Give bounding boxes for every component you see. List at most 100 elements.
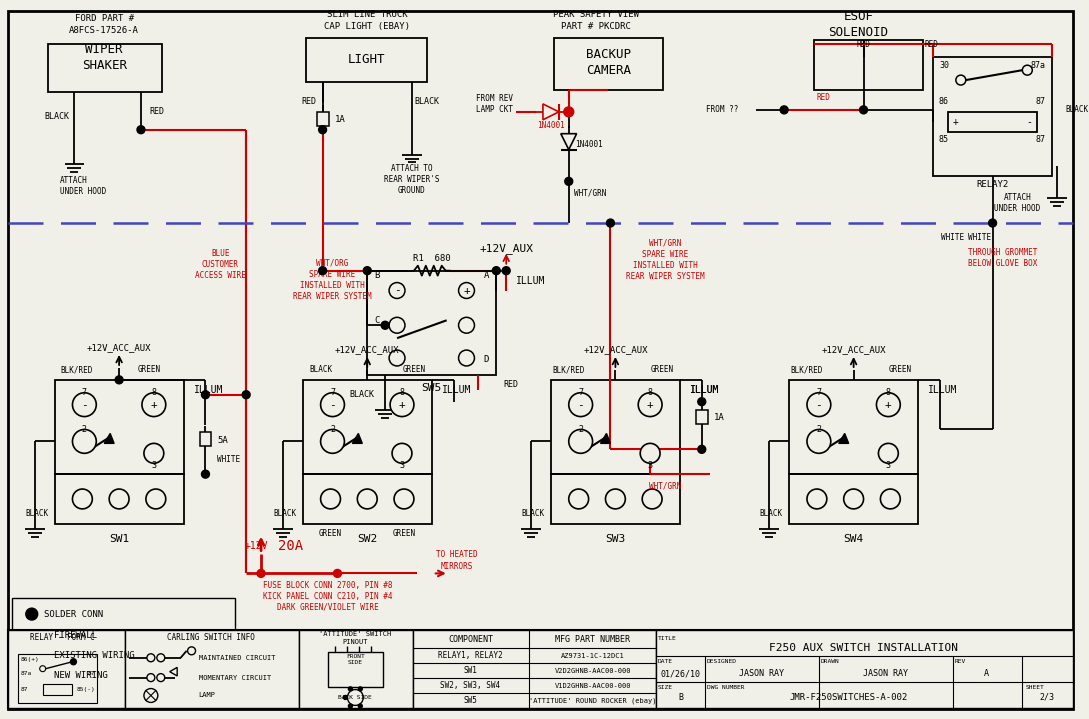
Text: -: -	[393, 285, 401, 296]
Text: ILLUM: ILLUM	[690, 385, 720, 395]
Text: SOLDER CONN: SOLDER CONN	[44, 610, 102, 618]
Circle shape	[564, 107, 574, 116]
Text: DWG NUMBER: DWG NUMBER	[707, 684, 744, 690]
Circle shape	[607, 219, 614, 227]
Text: 87: 87	[1036, 98, 1045, 106]
Bar	[303, 474, 431, 523]
Text: 2: 2	[82, 425, 87, 434]
Text: V1D2GHNB-AAC00-000: V1D2GHNB-AAC00-000	[554, 682, 631, 689]
Circle shape	[643, 489, 662, 509]
Text: WHT/ORG
SPARE WIRE
INSTALLED WITH
REAR WIPER SYSTEM: WHT/ORG SPARE WIRE INSTALLED WITH REAR W…	[293, 259, 371, 301]
Text: FROM REV
LAMP CKT: FROM REV LAMP CKT	[476, 94, 513, 114]
Text: +: +	[399, 400, 405, 410]
Text: 86(+): 86(+)	[21, 657, 39, 662]
Circle shape	[357, 489, 377, 509]
Circle shape	[568, 429, 592, 453]
Polygon shape	[105, 434, 114, 444]
Text: SW1: SW1	[464, 667, 477, 675]
Text: -: -	[1027, 116, 1032, 127]
Text: ATTACH TO
REAR WIPER'S
GROUND: ATTACH TO REAR WIPER'S GROUND	[384, 164, 440, 195]
Text: TO HEATED
MIRRORS: TO HEATED MIRRORS	[436, 551, 477, 571]
Text: FUSE BLOCK CONN 2700, PIN #8
KICK PANEL CONN C210, PIN #4
DARK GREEN/VIOLET WIRE: FUSE BLOCK CONN 2700, PIN #8 KICK PANEL …	[262, 581, 392, 612]
Circle shape	[640, 444, 660, 463]
Circle shape	[390, 393, 414, 416]
Text: 2: 2	[330, 425, 335, 434]
Text: D: D	[484, 355, 489, 365]
Text: 'ATTITUDE' SWITCH
PINOUT: 'ATTITUDE' SWITCH PINOUT	[319, 631, 391, 645]
Circle shape	[859, 106, 868, 114]
Circle shape	[257, 569, 265, 577]
Text: BLACK: BLACK	[25, 509, 48, 518]
Bar	[367, 270, 497, 375]
Circle shape	[877, 393, 901, 416]
Circle shape	[73, 393, 96, 416]
Text: ILLUM: ILLUM	[690, 385, 720, 395]
Text: EXISTING WIRING: EXISTING WIRING	[53, 651, 134, 660]
Text: BLACK: BLACK	[522, 509, 544, 518]
Text: +12V_ACC_AUX: +12V_ACC_AUX	[821, 346, 885, 354]
Text: F250 AUX SWITCH INSTALLATION: F250 AUX SWITCH INSTALLATION	[769, 643, 958, 653]
Text: JASON RAY: JASON RAY	[862, 669, 908, 678]
Circle shape	[844, 489, 864, 509]
Text: AZ9731-1C-12DC1: AZ9731-1C-12DC1	[561, 653, 624, 659]
Text: DRAWN: DRAWN	[821, 659, 840, 664]
Text: 87a: 87a	[21, 671, 32, 676]
Circle shape	[605, 489, 625, 509]
Text: GREEN: GREEN	[402, 365, 426, 375]
Text: 3: 3	[885, 461, 891, 470]
Circle shape	[348, 687, 353, 691]
Circle shape	[698, 398, 706, 406]
Text: -: -	[577, 400, 584, 410]
Text: BLACK: BLACK	[309, 365, 332, 375]
Bar	[54, 474, 184, 523]
Circle shape	[147, 654, 155, 661]
Text: BLACK: BLACK	[44, 112, 69, 122]
Polygon shape	[600, 434, 611, 444]
Bar	[554, 38, 663, 90]
Circle shape	[389, 283, 405, 298]
Bar	[298, 630, 413, 708]
Circle shape	[319, 267, 327, 275]
Text: V2D2GHNB-AAC00-000: V2D2GHNB-AAC00-000	[554, 668, 631, 674]
Bar	[8, 630, 125, 708]
Circle shape	[343, 695, 347, 700]
Circle shape	[358, 687, 363, 691]
Bar	[54, 380, 184, 474]
Text: ILLUM: ILLUM	[194, 385, 223, 395]
Circle shape	[348, 704, 353, 708]
Text: 7: 7	[817, 388, 821, 398]
Text: 8: 8	[151, 388, 157, 398]
Polygon shape	[353, 434, 363, 444]
Text: 87a: 87a	[1030, 60, 1045, 70]
Circle shape	[364, 267, 371, 275]
Circle shape	[1023, 65, 1032, 75]
Text: WHITE: WHITE	[217, 454, 240, 464]
Bar	[551, 380, 680, 474]
Text: RED: RED	[925, 40, 938, 49]
Text: BACK SIDE: BACK SIDE	[339, 695, 372, 700]
Text: WHT/GRN: WHT/GRN	[574, 189, 607, 198]
Text: RED: RED	[857, 40, 870, 49]
Text: 1A: 1A	[334, 115, 345, 124]
Text: RELAY - FORM C: RELAY - FORM C	[30, 633, 95, 642]
Text: GREEN: GREEN	[889, 365, 911, 375]
Bar	[8, 630, 1073, 708]
Text: WHITE: WHITE	[941, 234, 965, 242]
Text: WIPER
SHAKER: WIPER SHAKER	[82, 42, 126, 72]
Circle shape	[201, 470, 209, 478]
Text: A: A	[984, 669, 989, 678]
Text: -: -	[329, 400, 335, 410]
Text: REV: REV	[955, 659, 966, 664]
Text: ILLUM: ILLUM	[442, 385, 472, 395]
Text: +: +	[647, 400, 653, 410]
Text: MFG PART NUMBER: MFG PART NUMBER	[555, 636, 631, 644]
Text: BLACK: BLACK	[414, 98, 439, 106]
Circle shape	[147, 674, 155, 682]
Text: +: +	[953, 116, 958, 127]
Text: C: C	[375, 316, 380, 325]
Text: RED: RED	[302, 98, 316, 106]
Bar	[790, 380, 918, 474]
Text: SW4: SW4	[844, 533, 864, 544]
Text: BLACK: BLACK	[273, 509, 296, 518]
Bar	[813, 40, 923, 90]
